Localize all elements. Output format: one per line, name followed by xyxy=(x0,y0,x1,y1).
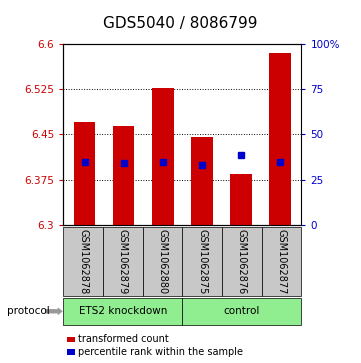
Text: percentile rank within the sample: percentile rank within the sample xyxy=(78,347,243,357)
Bar xyxy=(152,88,174,225)
Text: transformed count: transformed count xyxy=(78,334,169,344)
Text: GSM1062875: GSM1062875 xyxy=(197,229,207,294)
Text: GSM1062880: GSM1062880 xyxy=(157,229,168,294)
Text: GSM1062878: GSM1062878 xyxy=(78,229,88,294)
Bar xyxy=(269,53,291,225)
Bar xyxy=(74,122,95,225)
Text: GSM1062876: GSM1062876 xyxy=(237,229,247,294)
Text: GDS5040 / 8086799: GDS5040 / 8086799 xyxy=(103,16,258,31)
Bar xyxy=(113,126,134,225)
Bar xyxy=(230,174,252,225)
Text: protocol: protocol xyxy=(7,306,50,316)
Bar xyxy=(191,137,213,225)
Text: ETS2 knockdown: ETS2 knockdown xyxy=(79,306,167,316)
Text: GSM1062879: GSM1062879 xyxy=(118,229,128,294)
Text: GSM1062877: GSM1062877 xyxy=(277,229,287,294)
Text: control: control xyxy=(224,306,260,316)
